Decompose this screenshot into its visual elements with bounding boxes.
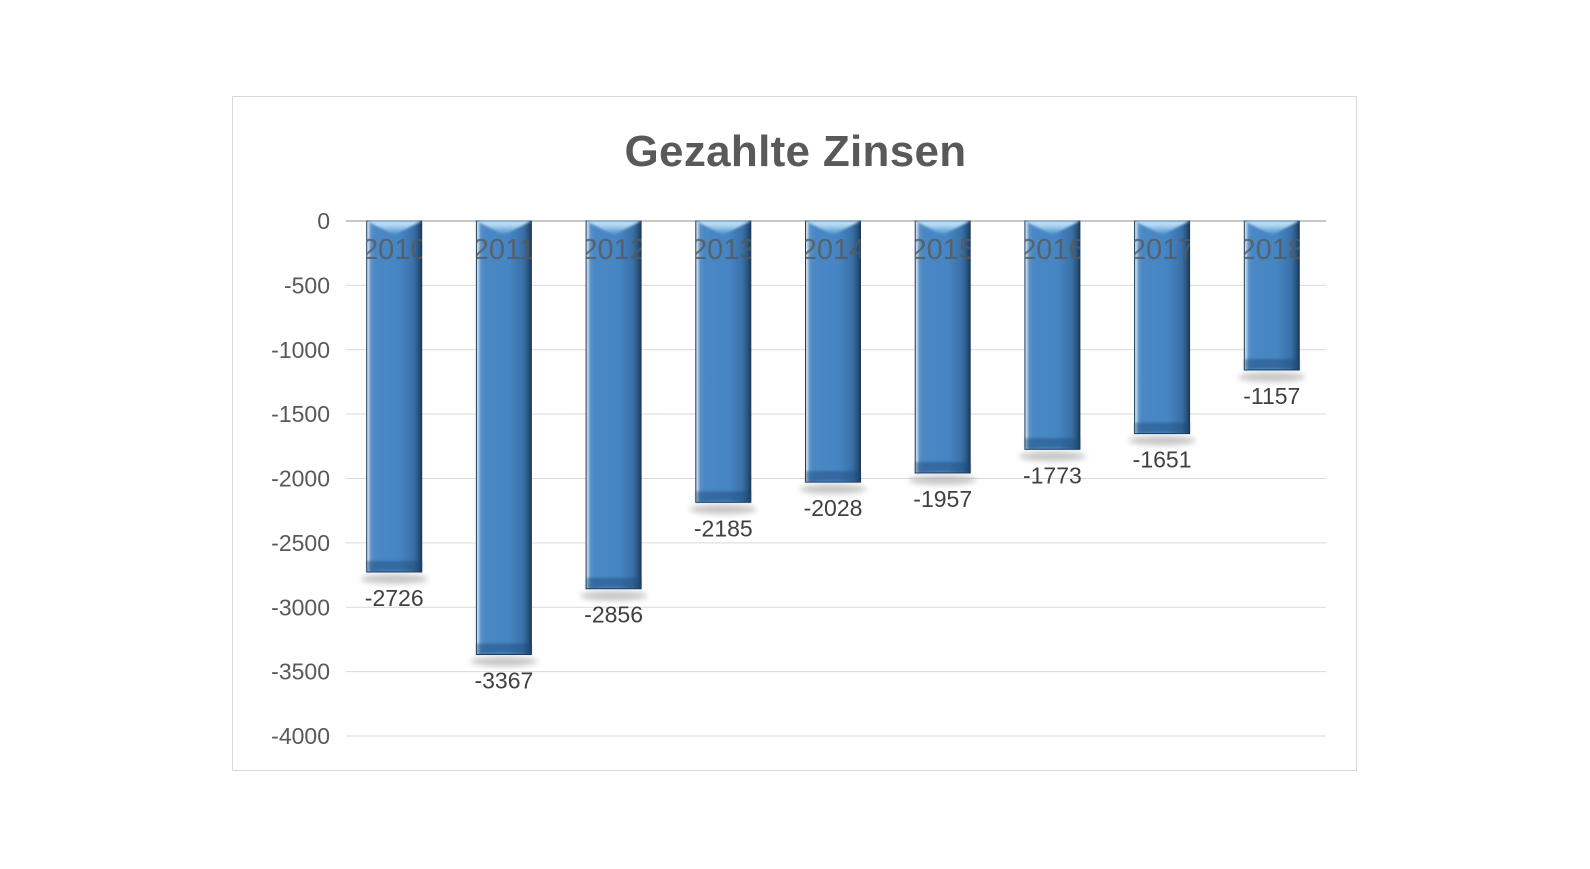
svg-text:-1957: -1957 <box>913 486 972 512</box>
svg-text:2012: 2012 <box>581 234 646 266</box>
svg-text:-2500: -2500 <box>271 530 330 556</box>
svg-text:2015: 2015 <box>910 234 975 266</box>
svg-text:2018: 2018 <box>1240 234 1305 266</box>
svg-text:-1773: -1773 <box>1023 462 1082 488</box>
svg-text:-2185: -2185 <box>694 515 753 541</box>
svg-text:-500: -500 <box>284 272 330 298</box>
svg-text:-1000: -1000 <box>271 337 330 363</box>
svg-text:-3367: -3367 <box>474 668 533 694</box>
svg-text:-2028: -2028 <box>804 495 863 521</box>
svg-text:2011: 2011 <box>473 234 535 266</box>
svg-text:-1500: -1500 <box>271 401 330 427</box>
svg-text:2013: 2013 <box>691 234 756 266</box>
svg-text:-1651: -1651 <box>1133 447 1192 473</box>
svg-text:2017: 2017 <box>1130 234 1195 266</box>
svg-text:-3500: -3500 <box>271 659 330 685</box>
svg-text:2014: 2014 <box>801 234 866 266</box>
svg-text:-2000: -2000 <box>271 466 330 492</box>
svg-text:-2726: -2726 <box>365 585 424 611</box>
svg-text:2016: 2016 <box>1020 234 1085 266</box>
svg-text:0: 0 <box>317 208 330 234</box>
svg-text:-4000: -4000 <box>271 723 330 749</box>
svg-text:2010: 2010 <box>362 234 427 266</box>
svg-text:-1157: -1157 <box>1243 383 1300 409</box>
svg-text:-3000: -3000 <box>271 594 330 620</box>
svg-text:-2856: -2856 <box>584 602 643 628</box>
